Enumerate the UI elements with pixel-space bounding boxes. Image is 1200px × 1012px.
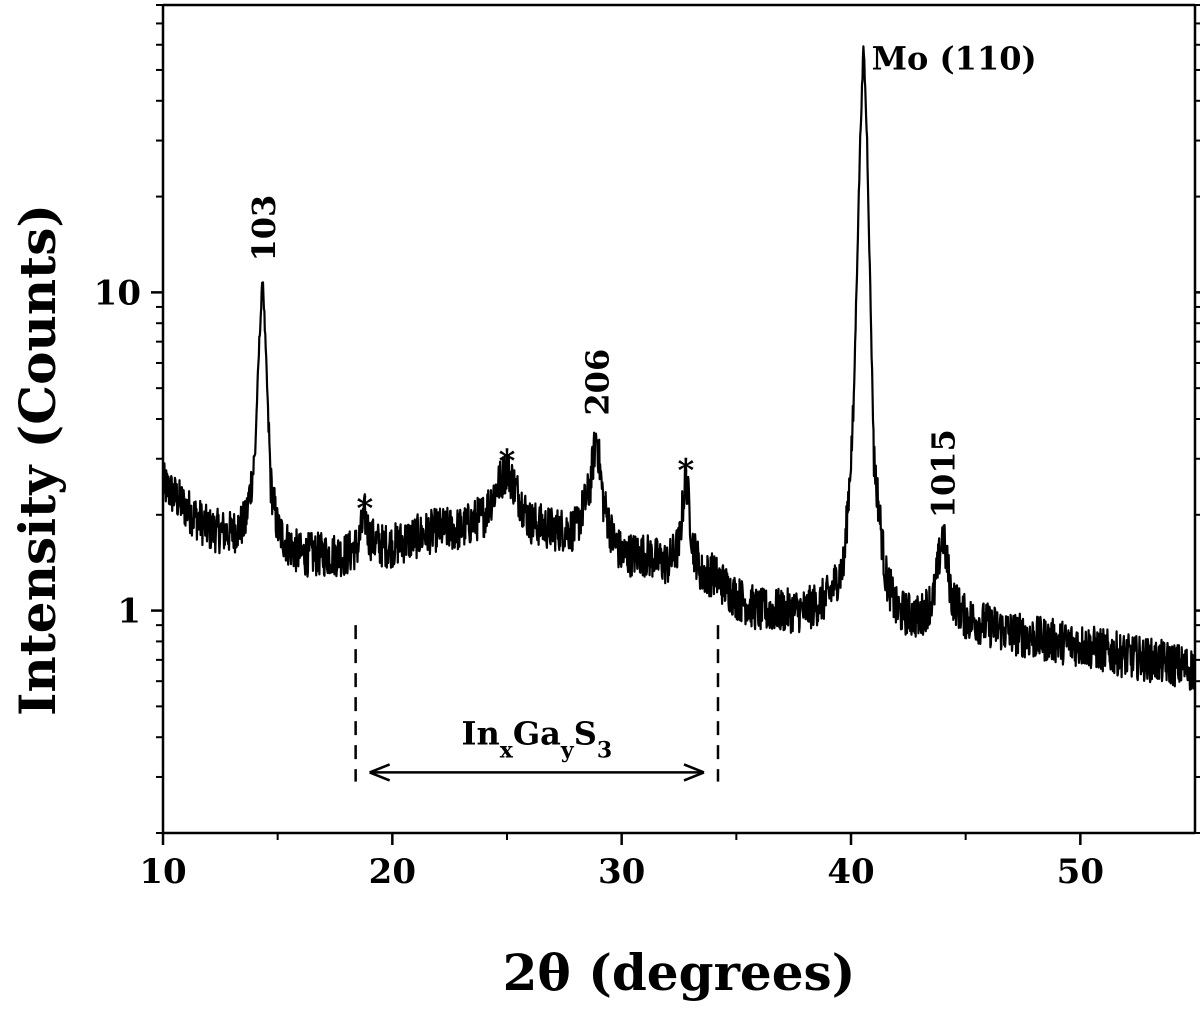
x-axis-title: 2θ (degrees) bbox=[503, 943, 856, 1002]
x-tick-label: 10 bbox=[139, 852, 186, 892]
peak-index-label: 1015 bbox=[925, 429, 963, 518]
range-arrow-left-head bbox=[369, 763, 391, 782]
range-arrow-right-head bbox=[683, 763, 705, 782]
x-tick-label: 30 bbox=[598, 852, 645, 892]
plot-frame bbox=[161, 3, 1197, 835]
impurity-marker-label: * bbox=[678, 451, 695, 489]
y-tick-label: 10 bbox=[94, 273, 141, 313]
mo-peak-label: Mo (110) bbox=[872, 39, 1037, 77]
peak-annotations: 103 206 1015 Mo (110) * * * bbox=[245, 39, 1037, 527]
xrd-pattern-line bbox=[161, 45, 1197, 691]
axis-tick-labels: 10 20 30 40 50 1 10 bbox=[94, 273, 1104, 892]
inxgays3-label: InxGayS3 bbox=[461, 714, 612, 763]
peak-index-label: 206 bbox=[578, 349, 616, 416]
peak-index-label: 103 bbox=[245, 195, 283, 262]
x-tick-label: 50 bbox=[1057, 852, 1104, 892]
x-tick-label: 40 bbox=[827, 852, 874, 892]
axis-ticks bbox=[151, 4, 1200, 845]
y-axis-title: Intensity (Counts) bbox=[8, 204, 67, 716]
y-tick-label: 1 bbox=[117, 592, 141, 632]
x-tick-label: 20 bbox=[369, 852, 416, 892]
impurity-marker-label: * bbox=[356, 490, 373, 528]
inxgays3-range-marker: InxGayS3 bbox=[354, 625, 720, 782]
impurity-marker-label: * bbox=[499, 442, 516, 480]
